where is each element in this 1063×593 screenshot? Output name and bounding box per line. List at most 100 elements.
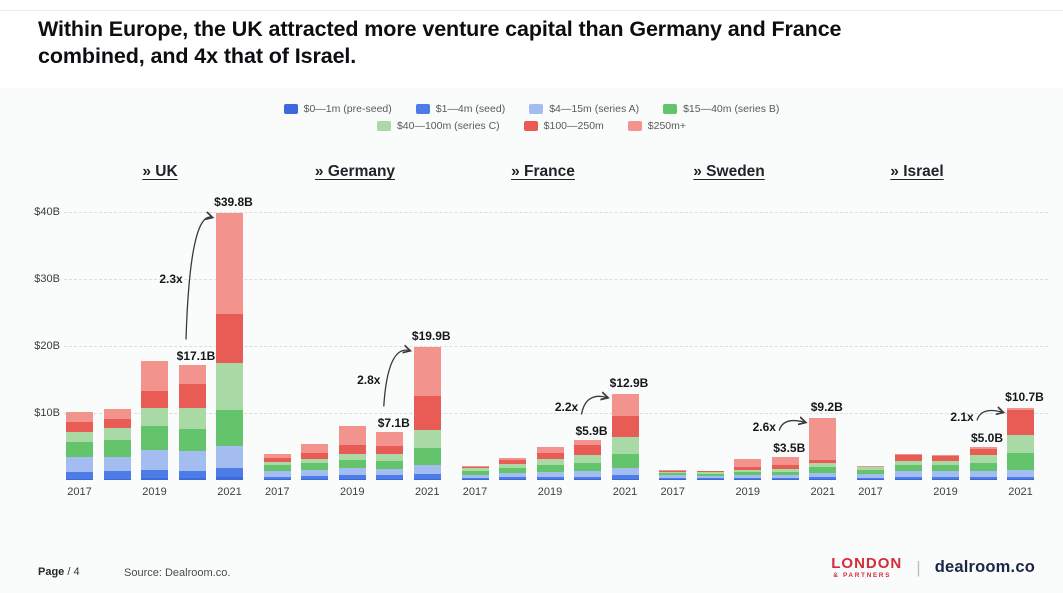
bar-Israel-2021 [1007,408,1034,480]
top-divider [0,10,1063,11]
chart-background [0,88,1063,593]
annotation-multiplier-label: 2.8x [357,372,381,387]
bar-segment [141,449,168,470]
bar-Israel-2019 [932,454,959,480]
bar-segment [659,469,687,471]
bar-Germany-2018 [301,443,329,480]
bar-UK-2017 [66,411,93,480]
bar-segment [857,465,884,467]
bar-segment [66,471,93,479]
bar-segment [857,467,884,470]
bar-segment [103,428,131,441]
bar-segment [413,473,441,479]
annotation-multiplier-label: 2.3x [159,272,183,287]
x-axis-year-label: 2017 [858,486,883,498]
bar-segment [178,429,206,451]
footer-logos: LONDON & PARTNERS | dealroom.co [831,556,1035,580]
bar-Germany-2021 [413,346,441,480]
bar-segment [734,475,762,478]
bar-segment [696,470,724,472]
partners-logo-text: & PARTNERS [833,572,892,579]
bar-Sweden-2020 [771,456,799,480]
bar-segment [771,475,799,478]
bar-segment [301,458,329,464]
legend-item: $15—40m (series B) [663,103,779,115]
bar-segment [499,457,526,460]
bar-segment [263,465,291,472]
bar-segment [338,425,366,446]
bar-segment [338,475,366,479]
bar-segment [66,478,93,480]
bar-segment [696,473,724,476]
bar-segment [461,479,489,480]
bar-segment [103,419,131,429]
bar-segment [611,467,639,476]
bar-UK-2021 [216,213,243,480]
bar-segment [216,467,243,478]
bar-segment [141,407,168,426]
country-header-sweden: » Sweden [693,163,765,180]
bar-segment [734,471,762,476]
bar-segment [611,453,639,468]
bar-segment [574,440,601,446]
bar-segment [216,362,243,411]
annotation-value-label: $5.9B [575,424,608,439]
bar-segment [413,447,441,466]
bar-UK-2018 [103,408,131,480]
bar-segment [263,461,291,466]
bar-segment [771,465,799,470]
bar-segment [536,447,564,453]
bar-segment [574,470,601,477]
bar-segment [499,477,526,480]
bar-segment [771,471,799,476]
bar-segment [178,470,206,478]
annotation-value-label: $5.0B [970,430,1004,445]
bar-segment [574,462,601,471]
bar-segment [376,468,404,476]
bar-segment [461,474,489,478]
legend-swatch-100-250m [523,121,538,131]
legend-label: $0—1m (pre-seed) [303,103,392,115]
annotation-value-label: $17.1B [176,349,216,364]
bar-segment [216,477,243,480]
bar-segment [894,465,922,472]
bar-segment [413,429,441,448]
bar-Sweden-2018 [696,470,724,480]
bar-segment [263,476,291,480]
page-label: Page [38,566,65,578]
bar-segment [263,471,291,477]
bar-segment [338,478,366,480]
legend-swatch-series-b [663,104,678,114]
gridline [64,212,1048,213]
annotation-value-label: $39.8B [214,195,253,210]
bar-segment [141,425,168,450]
x-axis-year-label: 2021 [1008,486,1033,498]
bar-segment [734,469,762,472]
bar-segment [894,471,922,478]
bar-segment [103,408,131,420]
x-axis-year-label: 2019 [340,486,365,498]
x-axis-year-label: 2021 [810,486,835,498]
gridline [64,413,1048,414]
bar-segment [376,475,404,479]
bar-segment [696,471,724,474]
legend-swatch-preseed [283,104,298,114]
bar-segment [66,441,93,458]
x-axis-year-label: 2017 [67,486,92,498]
bar-segment [611,475,639,479]
bar-segment [969,446,997,450]
bar-segment [932,477,959,480]
bar-segment [771,479,799,480]
legend-item: $250m+ [627,120,686,132]
bar-segment [734,479,762,480]
bar-segment [376,445,404,454]
bar-segment [141,477,168,480]
bar-segment [178,383,206,409]
bar-segment [771,477,799,480]
bar-segment [969,462,997,471]
bar-segment [809,479,837,480]
bar-segment [499,459,526,464]
bar-segment [499,467,526,474]
bar-Germany-2019 [338,425,366,480]
bar-segment [659,479,687,480]
